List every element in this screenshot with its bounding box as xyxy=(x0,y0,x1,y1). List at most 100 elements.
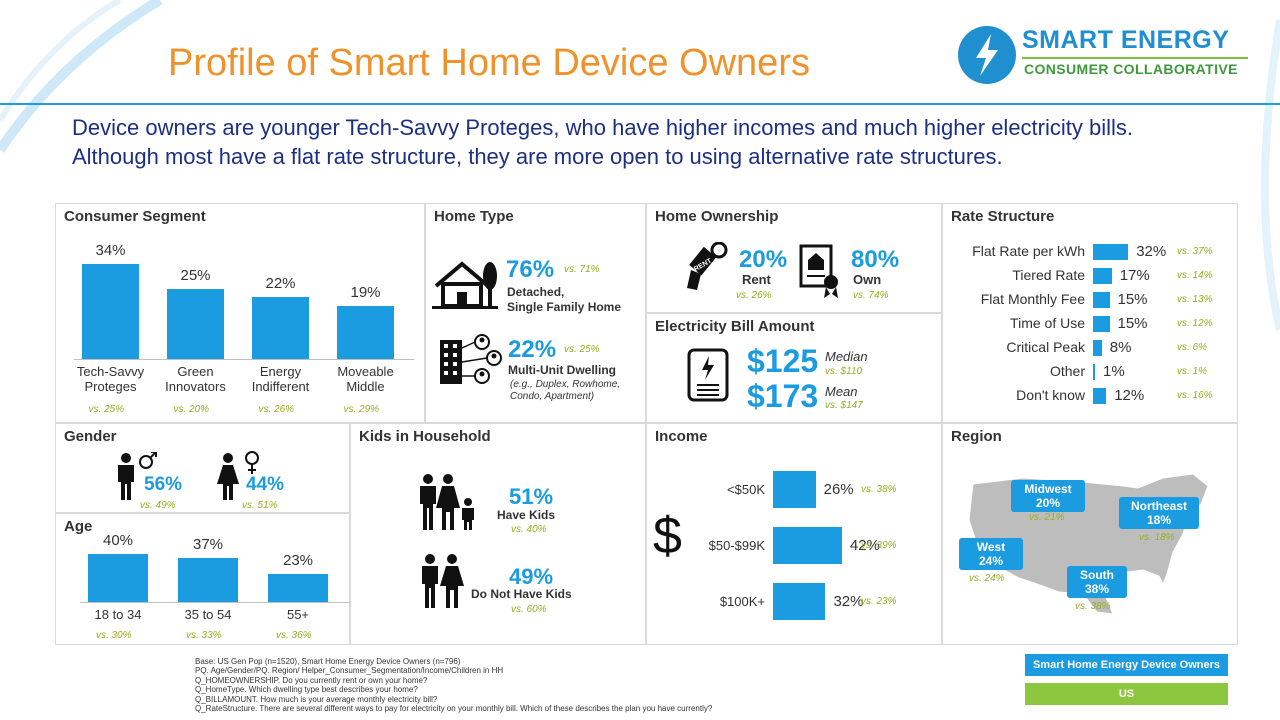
logo-name: SMART ENERGY xyxy=(1022,26,1230,54)
data-label: 40% xyxy=(102,532,134,549)
comparison-label: vs. 33% xyxy=(186,630,222,641)
female-vs: vs. 51% xyxy=(242,500,278,511)
rent-vs: vs. 26% xyxy=(736,290,772,301)
no-kids-label: Do Not Have Kids xyxy=(471,587,572,601)
category-label: Moveable Middle xyxy=(337,364,394,394)
footnotes: Base: US Gen Pop (n=1520), Smart Home En… xyxy=(195,657,712,713)
category-label: Flat Rate per kWh xyxy=(972,243,1085,259)
income-chart: <$50K 26% vs. 38% $50-$99K 42% vs. 39% $100K+ 3… xyxy=(647,424,943,646)
rent-value: 20% xyxy=(739,246,788,273)
bar xyxy=(252,297,309,359)
have-kids-label: Have Kids xyxy=(497,508,556,522)
panel-title: Rate Structure xyxy=(951,208,1055,225)
data-label: 8% xyxy=(1109,339,1132,356)
region-west-value: 24% xyxy=(978,554,1004,568)
age-chart: 40% 18 to 34 vs. 30% 37% 35 to 54 vs. 33% 23% 5… xyxy=(56,514,351,646)
comparison-label: vs. 1% xyxy=(1177,366,1208,377)
multi-unit-value: 22% xyxy=(508,336,557,363)
comparison-label: vs. 14% xyxy=(1177,270,1213,281)
panel-rate-structure: Rate Structure Flat Rate per kWh 32% vs. 3… xyxy=(942,203,1238,423)
data-label: 26% xyxy=(823,480,854,498)
detached-vs: vs. 71% xyxy=(564,264,600,275)
data-label: 15% xyxy=(1117,291,1148,308)
category-label: $100K+ xyxy=(719,593,765,609)
panel-gender: Gender 56% vs. 49% 44% vs. 51% xyxy=(55,423,350,513)
region-west-name: West xyxy=(976,540,1006,554)
bar xyxy=(88,554,148,602)
panel-consumer-segment: Consumer Segment 34% Tech-Savvy Proteges v… xyxy=(55,203,425,423)
comparison-label: vs. 12% xyxy=(1177,318,1213,329)
bar xyxy=(773,527,842,564)
legend-us-gen-pop: US xyxy=(1025,683,1228,705)
male-vs: vs. 49% xyxy=(140,500,176,511)
rate-chart: Flat Rate per kWh 32% vs. 37% Tiered Rate 17… xyxy=(943,204,1239,424)
median-vs: vs. $110 xyxy=(825,366,863,377)
detached-label-2: Single Family Home xyxy=(507,300,622,314)
bar xyxy=(1093,292,1110,308)
footnote: Q_HomeType. Which dwelling type best des… xyxy=(195,685,418,695)
category-label: <$50K xyxy=(727,481,765,497)
data-label: 12% xyxy=(1114,387,1145,404)
panel-title: Region xyxy=(951,428,1002,445)
data-label: 37% xyxy=(192,535,224,553)
bar xyxy=(1093,268,1112,284)
footnote: Base: US Gen Pop (n=1520), Smart Home En… xyxy=(195,657,461,666)
comparison-label: vs. 26% xyxy=(258,404,295,415)
no-kids-vs: vs. 60% xyxy=(511,604,547,615)
x-axis-line xyxy=(80,602,350,603)
comparison-label: vs. 13% xyxy=(1177,294,1213,305)
logo: SMART ENERGY CONSUMER COLLABORATIVE xyxy=(958,24,1258,88)
deed-certificate-icon xyxy=(799,244,838,298)
median-bill-value: $125 xyxy=(747,343,819,379)
bar xyxy=(1093,364,1095,380)
panel-title: Gender xyxy=(64,428,117,445)
category-label: Don't know xyxy=(1016,387,1085,403)
header-divider xyxy=(0,103,1280,105)
key-icon: RENT xyxy=(687,242,728,290)
comparison-label: vs. 29% xyxy=(343,404,380,415)
bar xyxy=(1093,340,1102,356)
category-label: 35 to 54 xyxy=(184,607,232,622)
category-label: Tiered Rate xyxy=(1012,267,1085,283)
bar xyxy=(773,583,826,620)
own-label: Own xyxy=(853,272,882,287)
data-label: 17% xyxy=(1119,267,1150,284)
comparison-label: vs. 16% xyxy=(1177,390,1213,401)
panel-title: Income xyxy=(655,428,708,445)
page-title: Profile of Smart Home Device Owners xyxy=(168,42,810,84)
bill-document-icon xyxy=(687,348,729,402)
category-label: Energy Indifferent xyxy=(251,364,310,394)
bar xyxy=(167,289,224,359)
category-label: 55+ xyxy=(286,607,310,622)
legend-device-owners: Smart Home Energy Device Owners xyxy=(1025,654,1228,676)
couple-no-kids-icon xyxy=(422,554,464,608)
bar xyxy=(1093,244,1129,260)
multi-unit-label: Multi-Unit Dwelling xyxy=(508,363,616,377)
detached-value: 76% xyxy=(506,256,555,283)
region-south-vs: vs. 38% xyxy=(1075,601,1111,612)
region-midwest-vs: vs. 21% xyxy=(1029,512,1065,523)
bar xyxy=(773,471,816,508)
logo-subtitle: CONSUMER COLLABORATIVE xyxy=(1024,61,1238,77)
family-with-kids-icon xyxy=(420,474,474,530)
panel-region: Region Midwest 20% vs. 21% Northeast 18%… xyxy=(942,423,1238,645)
multi-unit-note: (e.g., Duplex, Rowhome, Condo, Apartment… xyxy=(510,379,620,403)
region-northeast-vs: vs. 18% xyxy=(1139,532,1175,543)
region-west-vs: vs. 24% xyxy=(969,573,1005,584)
data-label: 15% xyxy=(1117,315,1148,332)
bar xyxy=(268,574,328,602)
no-kids-value: 49% xyxy=(509,564,554,589)
category-label: 18 to 34 xyxy=(94,607,142,622)
logo-divider xyxy=(1022,57,1248,59)
mean-vs: vs. $147 xyxy=(825,400,863,411)
have-kids-vs: vs. 40% xyxy=(511,524,547,535)
bar xyxy=(1093,316,1110,332)
panel-title: Home Type xyxy=(434,208,514,225)
mean-bill-value: $173 xyxy=(747,378,819,414)
region-northeast: Northeast 18% xyxy=(1119,497,1199,529)
page-subtitle: Device owners are younger Tech-Savvy Pro… xyxy=(72,115,1134,169)
region-northeast-name: Northeast xyxy=(1130,499,1187,513)
category-label: Flat Monthly Fee xyxy=(980,291,1085,307)
comparison-label: vs. 38% xyxy=(861,483,897,495)
footnote: Q_BILLAMOUNT. How much is your average m… xyxy=(195,694,438,704)
